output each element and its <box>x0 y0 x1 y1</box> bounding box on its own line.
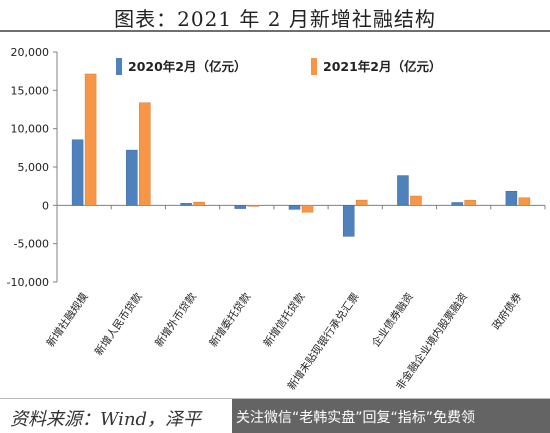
source-note: 资料来源：Wind，泽平 <box>10 409 202 430</box>
y-tick-label: 5,000 <box>18 161 50 174</box>
x-category-label: 新增委托贷款 <box>206 290 253 349</box>
watermark-text: 关注微信“老韩实盘”回复“指标”免费领 <box>236 410 476 426</box>
bar <box>247 205 260 207</box>
y-tick-label: -5,000 <box>14 238 49 251</box>
footer-bar: 资料来源：Wind，泽平 关注微信“老韩实盘”回复“指标”免费领 <box>0 398 550 433</box>
bar <box>397 175 409 206</box>
bar <box>126 149 138 206</box>
bar <box>180 203 192 206</box>
bar <box>342 205 355 237</box>
x-category-label: 新增外币贷款 <box>152 290 199 349</box>
bar <box>288 205 301 210</box>
bar <box>451 202 463 206</box>
y-tick-label: 10,000 <box>11 123 50 136</box>
y-tick-label: -10,000 <box>7 276 49 289</box>
x-category-label: 新增人民币贷款 <box>92 290 145 358</box>
bar <box>139 102 151 206</box>
legend-swatch <box>311 58 317 75</box>
bar-chart: -10,000 -5,000 0 5,000 10,000 15,000 20,000 新增社… <box>7 46 546 392</box>
y-tick-label: 0 <box>42 199 49 212</box>
bar <box>410 195 422 206</box>
bar <box>505 190 518 206</box>
bar <box>301 205 314 213</box>
watermark-overlay: 关注微信“老韩实盘”回复“指标”免费领 <box>232 399 550 433</box>
bar <box>355 199 368 206</box>
bar <box>464 199 476 206</box>
bar <box>84 73 97 206</box>
x-category-label: 企业债券融资 <box>369 290 416 349</box>
legend-swatch <box>116 58 122 75</box>
x-category-label: 政府债券 <box>490 290 525 332</box>
x-category-label: 新增信托贷款 <box>261 290 308 349</box>
y-tick-label: 15,000 <box>11 84 50 97</box>
bar <box>234 205 247 209</box>
legend-label: 2020年2月（亿元） <box>128 59 247 74</box>
chart-title: 图表：2021 年 2 月新增社融结构 <box>114 7 436 31</box>
title-bar: 图表：2021 年 2 月新增社融结构 <box>0 0 550 32</box>
bar <box>518 197 531 206</box>
bar <box>71 139 84 206</box>
x-category-label: 新增社融规模 <box>44 290 91 349</box>
legend-label: 2021年2月（亿元） <box>323 59 442 74</box>
y-tick-label: 20,000 <box>11 46 50 59</box>
bar <box>193 201 205 206</box>
